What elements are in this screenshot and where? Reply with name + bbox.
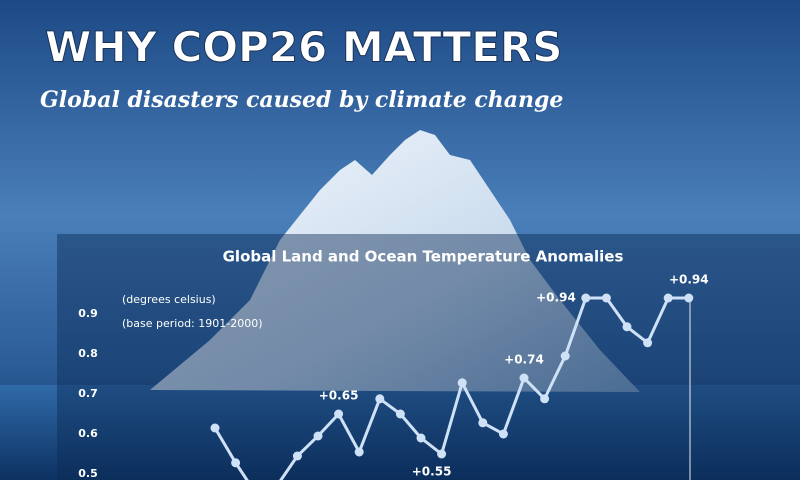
- data-point: [437, 449, 447, 459]
- data-point: [540, 394, 550, 404]
- iceberg: [150, 130, 640, 392]
- y-tick-label: 0.6: [78, 427, 98, 440]
- value-label: +0.94: [536, 291, 576, 305]
- value-label: +0.55: [412, 465, 452, 479]
- page-subtitle: Global disasters caused by climate chang…: [40, 87, 563, 113]
- y-tick-label: 0.5: [78, 467, 98, 480]
- data-point: [498, 429, 508, 439]
- data-point: [375, 394, 385, 404]
- page-title: WHY COP26 MATTERS: [45, 23, 562, 72]
- data-point: [663, 293, 673, 303]
- sea: [0, 385, 800, 480]
- data-point: [478, 418, 488, 428]
- value-label: +0.74: [504, 353, 544, 367]
- data-point: [354, 447, 364, 457]
- y-tick-label: 0.8: [78, 347, 98, 360]
- chart-panel: [57, 234, 800, 480]
- chart-title: Global Land and Ocean Temperature Anomal…: [223, 248, 624, 266]
- data-point: [334, 409, 344, 419]
- data-point: [684, 293, 694, 303]
- data-point: [519, 373, 529, 383]
- unit-note: (degrees celsius): [122, 293, 216, 306]
- data-point: [395, 409, 405, 419]
- data-point: [581, 293, 591, 303]
- data-point: [560, 351, 570, 361]
- data-point: [313, 431, 323, 441]
- data-point: [457, 378, 467, 388]
- data-point: [643, 338, 653, 348]
- series-line: [213, 296, 689, 480]
- data-point: [292, 451, 302, 461]
- data-point: [416, 433, 426, 443]
- data-point: [601, 293, 611, 303]
- data-point: [210, 423, 220, 433]
- value-label: +0.65: [319, 389, 359, 403]
- y-tick-label: 0.7: [78, 387, 98, 400]
- data-point: [231, 458, 241, 468]
- base-note: (base period: 1901-2000): [122, 317, 263, 330]
- y-tick-label: 0.9: [78, 307, 98, 320]
- data-point: [622, 322, 632, 332]
- value-label: +0.94: [669, 273, 709, 287]
